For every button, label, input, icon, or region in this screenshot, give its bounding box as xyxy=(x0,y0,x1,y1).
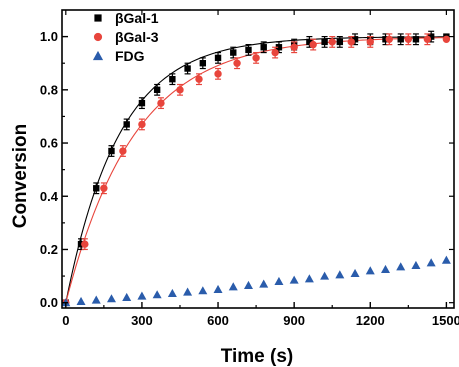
y-axis-title: Conversion xyxy=(10,124,31,229)
data-point xyxy=(412,36,420,43)
x-tick-label: 300 xyxy=(131,313,153,328)
data-point xyxy=(228,282,238,291)
legend-marker xyxy=(92,50,104,61)
data-point xyxy=(214,54,222,62)
data-point xyxy=(260,44,267,51)
data-point xyxy=(138,120,146,129)
y-tick-label: 0.0 xyxy=(40,295,58,310)
y-tick-label: 1.0 xyxy=(40,29,58,44)
data-point xyxy=(347,38,355,46)
legend-label: FDG xyxy=(115,48,145,64)
data-point xyxy=(123,121,130,128)
axis-layer: 0 300 600 900 1200 1500 0.0 0.2 0.4 0.6 0.8 1.0 xyxy=(40,9,459,328)
data-point xyxy=(290,43,298,51)
fit-curve xyxy=(65,36,447,303)
data-point xyxy=(176,86,184,94)
y-tick-label: 0.4 xyxy=(40,189,59,204)
data-point xyxy=(184,65,191,72)
data-point xyxy=(271,48,279,57)
data-point xyxy=(309,40,317,49)
data-point xyxy=(108,147,115,155)
data-point xyxy=(93,185,100,192)
data-point xyxy=(119,147,127,155)
data-point xyxy=(366,38,374,46)
data-point xyxy=(100,184,108,192)
data-point xyxy=(199,60,207,67)
y-tick-label: 0.2 xyxy=(40,242,58,257)
data-point xyxy=(230,49,237,56)
data-point xyxy=(259,279,269,288)
data-point xyxy=(336,38,344,46)
data-point xyxy=(427,33,435,40)
data-point xyxy=(382,36,389,43)
data-point xyxy=(304,274,314,283)
data-point xyxy=(306,38,313,46)
data-point xyxy=(397,36,404,43)
legend-marker xyxy=(93,32,103,42)
data-point xyxy=(122,292,132,301)
data-point xyxy=(152,290,162,299)
x-tick-label: 1200 xyxy=(356,313,385,328)
data-point xyxy=(91,295,101,304)
data-point xyxy=(243,280,253,289)
data-point xyxy=(335,270,345,279)
y-tick-label: 0.8 xyxy=(40,82,58,97)
data-point xyxy=(328,38,336,46)
data-point xyxy=(169,75,176,83)
data-point xyxy=(350,268,360,278)
data-point xyxy=(442,35,451,43)
legend-label: βGal-1 xyxy=(115,10,159,26)
data-point xyxy=(385,35,394,43)
data-point xyxy=(252,54,260,62)
fit-curve xyxy=(65,37,447,303)
data-point xyxy=(183,287,193,296)
data-point xyxy=(157,99,165,107)
data-point xyxy=(153,86,161,94)
data-point xyxy=(426,258,436,267)
legend-label: βGal-3 xyxy=(115,29,159,45)
x-tick-label: 0 xyxy=(62,313,69,328)
data-point xyxy=(411,260,421,270)
plot-layer xyxy=(61,30,451,307)
data-point xyxy=(441,255,451,264)
data-point xyxy=(404,35,413,43)
data-point xyxy=(233,59,241,67)
data-point xyxy=(289,275,299,284)
data-point xyxy=(198,286,208,295)
legend-marker xyxy=(94,14,102,22)
data-point xyxy=(106,294,116,303)
x-axis-title: Time (s) xyxy=(221,346,294,367)
data-point xyxy=(396,262,406,271)
data-point xyxy=(76,296,86,305)
data-point xyxy=(320,271,330,280)
data-point xyxy=(365,266,375,275)
data-point xyxy=(423,35,432,43)
data-point xyxy=(213,284,223,293)
data-point xyxy=(380,264,390,274)
data-point xyxy=(195,75,203,83)
x-tick-label: 900 xyxy=(283,313,305,328)
legend: βGal-1 βGal-3 FDG xyxy=(92,10,159,64)
x-tick-label: 600 xyxy=(207,313,229,328)
data-point xyxy=(275,44,283,51)
data-point xyxy=(321,38,328,46)
data-point xyxy=(77,240,85,248)
data-point xyxy=(137,291,147,300)
plot-frame xyxy=(61,9,455,309)
data-point xyxy=(138,99,146,107)
data-point xyxy=(245,46,252,54)
data-point xyxy=(274,276,284,285)
x-tick-label: 1500 xyxy=(432,313,459,328)
data-point xyxy=(81,240,89,248)
data-point xyxy=(214,70,222,78)
y-tick-label: 0.6 xyxy=(40,136,58,151)
data-point xyxy=(351,36,359,43)
data-point xyxy=(167,288,177,297)
